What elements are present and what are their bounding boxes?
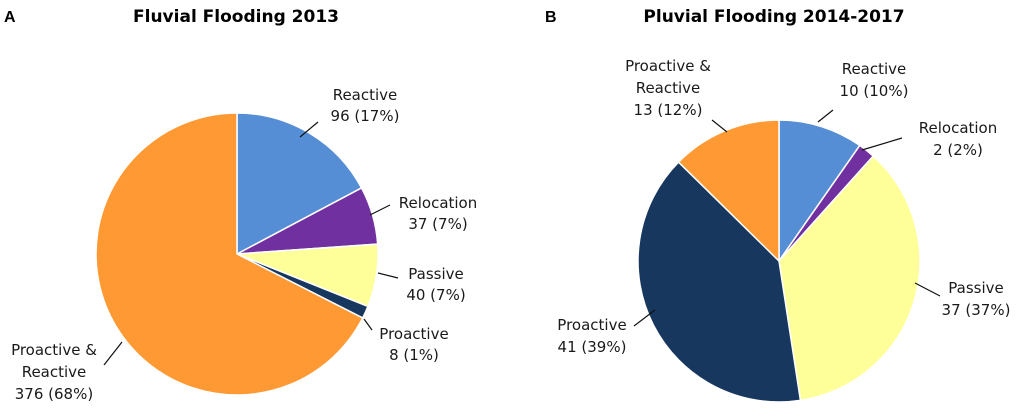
chart-a-leader-relocation	[369, 204, 391, 216]
chart-a-slice-reactive	[236, 112, 363, 256]
chart-b-label-passive: Passive	[948, 279, 1003, 297]
chart-b-label-proactive-reactive-1: Proactive &	[625, 57, 711, 75]
chart-a-leader-proactive-reactive	[103, 341, 123, 366]
chart-a-leader-passive	[377, 272, 399, 279]
chart-a-value-reactive: 96 (17%)	[331, 107, 400, 125]
chart-a-label-proactive-reactive-1: Proactive &	[11, 341, 97, 359]
chart-a-label-relocation: Relocation	[399, 194, 478, 212]
chart-b-leader-proactive-reactive	[711, 119, 728, 133]
chart-a: A Fluvial Flooding 2013 Reactive 96 (17%…	[4, 7, 477, 403]
chart-a-label-reactive: Reactive	[333, 86, 398, 104]
chart-b-label-proactive: Proactive	[557, 316, 626, 334]
chart-a-title: Fluvial Flooding 2013	[133, 7, 339, 27]
panel-letter-b: B	[545, 9, 557, 26]
chart-a-leader-reactive	[299, 121, 319, 138]
chart-b-slice-reactive	[778, 119, 861, 264]
chart-a-value-passive: 40 (7%)	[406, 286, 465, 304]
chart-b-value-passive: 37 (37%)	[942, 301, 1011, 319]
chart-b-label-proactive-reactive-2: Reactive	[636, 79, 701, 97]
chart-b-label-relocation: Relocation	[919, 119, 998, 137]
chart-b-value-proactive: 41 (39%)	[558, 338, 627, 356]
chart-a-value-proactive-reactive: 376 (68%)	[15, 385, 93, 403]
chart-a-leader-proactive	[363, 318, 373, 331]
chart-a-slices	[95, 112, 379, 396]
chart-b-leader-relocation	[861, 137, 903, 151]
chart-a-label-proactive: Proactive	[379, 325, 448, 343]
chart-b-slices	[637, 119, 921, 403]
chart-b-leader-proactive	[633, 309, 656, 327]
chart-b-slice-passive	[778, 155, 921, 402]
chart-b-leader-reactive	[817, 109, 834, 123]
chart-b-slice-proactive-reactive	[677, 119, 780, 263]
chart-b-value-relocation: 2 (2%)	[933, 141, 983, 159]
chart-b-leader-passive	[914, 282, 941, 297]
chart-b-value-reactive: 10 (10%)	[840, 82, 909, 100]
chart-a-slice-proactive-reactive	[95, 112, 364, 396]
chart-a-value-relocation: 37 (7%)	[408, 215, 467, 233]
chart-a-label-passive: Passive	[408, 265, 463, 283]
panel-letter-a: A	[4, 9, 16, 26]
chart-b-title: Pluvial Flooding 2014-2017	[643, 7, 904, 27]
chart-b-value-proactive-reactive: 13 (12%)	[634, 101, 703, 119]
chart-a-value-proactive: 8 (1%)	[389, 346, 439, 364]
chart-b-label-reactive: Reactive	[842, 60, 907, 78]
chart-b-slice-proactive	[637, 160, 802, 403]
chart-b: B Pluvial Flooding 2014-2017 Reactive 10…	[545, 7, 1011, 403]
chart-a-label-proactive-reactive-2: Reactive	[22, 363, 87, 381]
